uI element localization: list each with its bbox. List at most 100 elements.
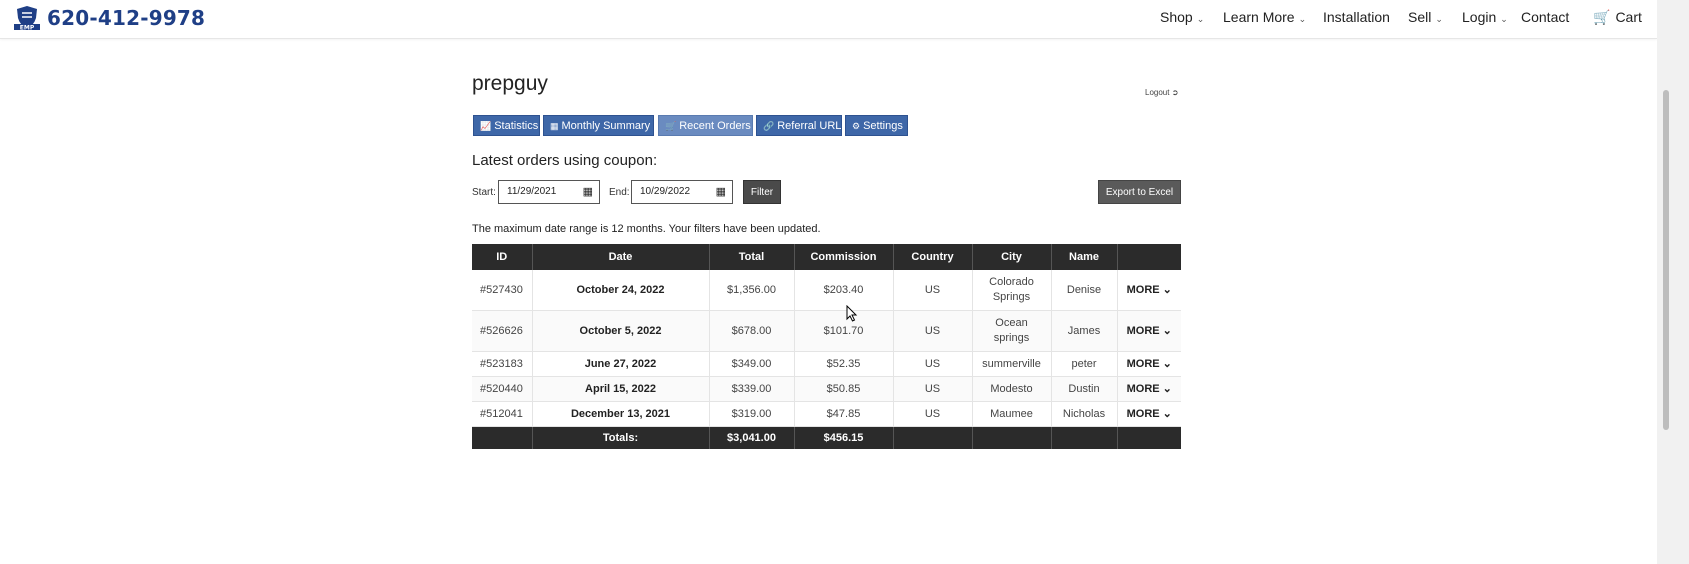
table-row: #526626 October 5, 2022 $678.00 $101.70 … xyxy=(472,310,1181,352)
more-label: MORE xyxy=(1126,283,1160,296)
order-date: October 5, 2022 xyxy=(532,310,710,352)
nav-installation[interactable]: Installation xyxy=(1323,9,1390,25)
nav-contact[interactable]: Contact xyxy=(1521,9,1569,25)
more-button[interactable]: MORE ⌄ xyxy=(1117,310,1181,352)
start-date-input[interactable]: 11/29/2021 ▦ xyxy=(498,180,600,204)
more-label: MORE xyxy=(1126,324,1160,337)
filter-button[interactable]: Filter xyxy=(743,180,781,204)
emp-shield-logo[interactable]: EMP xyxy=(13,5,41,32)
start-date-value: 11/29/2021 xyxy=(507,186,557,197)
totals-spacer xyxy=(972,426,1052,449)
column-header-country: Country xyxy=(893,244,973,270)
order-country: US xyxy=(893,401,973,427)
table-row: #523183 June 27, 2022 $349.00 $52.35 US … xyxy=(472,351,1181,377)
nav-shop[interactable]: Shop ⌄ xyxy=(1160,9,1204,25)
page-title: prepguy xyxy=(472,72,548,95)
order-total: $319.00 xyxy=(709,401,795,427)
chevron-down-icon: ⌄ xyxy=(1162,324,1172,337)
totals-spacer xyxy=(1051,426,1118,449)
order-name: James xyxy=(1051,310,1118,352)
page-scrollbar[interactable] xyxy=(1657,0,1689,564)
chevron-down-icon: ⌄ xyxy=(1162,357,1172,370)
calendar-icon: ▦ xyxy=(550,121,559,131)
nav-installation-label: Installation xyxy=(1323,9,1390,25)
tab-recent-orders-label: Recent Orders xyxy=(679,120,751,132)
cart-icon: 🛒 xyxy=(1593,9,1611,25)
mouse-cursor-icon xyxy=(846,305,858,322)
more-label: MORE xyxy=(1126,382,1160,395)
order-total: $349.00 xyxy=(709,351,795,377)
more-label: MORE xyxy=(1126,407,1160,420)
logout-link[interactable]: Logout ➲ xyxy=(1145,88,1178,97)
scrollbar-thumb[interactable] xyxy=(1663,90,1669,430)
order-id: #520440 xyxy=(472,376,533,402)
end-date-input[interactable]: 10/29/2022 ▦ xyxy=(631,180,733,204)
order-id: #527430 xyxy=(472,270,533,311)
date-range-note: The maximum date range is 12 months. You… xyxy=(472,223,821,235)
nav-shop-label: Shop xyxy=(1160,9,1193,25)
order-country: US xyxy=(893,376,973,402)
more-button[interactable]: MORE ⌄ xyxy=(1117,401,1181,427)
order-date: October 24, 2022 xyxy=(532,270,710,311)
order-city: Ocean springs xyxy=(972,310,1052,352)
totals-row: Totals: $3,041.00 $456.15 xyxy=(472,426,1181,449)
nav-sell-label: Sell xyxy=(1408,9,1432,25)
tab-settings[interactable]: ⚙ Settings xyxy=(845,115,908,136)
calendar-icon[interactable]: ▦ xyxy=(582,186,593,198)
section-title: Latest orders using coupon: xyxy=(472,152,658,169)
nav-login-label: Login xyxy=(1462,9,1497,25)
order-name: Nicholas xyxy=(1051,401,1118,427)
order-name: Dustin xyxy=(1051,376,1118,402)
orders-table: ID Date Total Commission Country City Na… xyxy=(472,244,1181,449)
more-button[interactable]: MORE ⌄ xyxy=(1117,351,1181,377)
nav-learn-more[interactable]: Learn More ⌄ xyxy=(1223,9,1306,25)
svg-text:EMP: EMP xyxy=(20,25,35,32)
calendar-icon[interactable]: ▦ xyxy=(715,186,726,198)
column-header-name: Name xyxy=(1051,244,1118,270)
order-total: $1,356.00 xyxy=(709,270,795,311)
cart-icon: 🛒 xyxy=(665,121,677,131)
order-date: April 15, 2022 xyxy=(532,376,710,402)
tab-recent-orders[interactable]: 🛒 Recent Orders xyxy=(658,115,753,136)
totals-label: Totals: xyxy=(532,426,710,449)
order-city: summerville xyxy=(972,351,1052,377)
column-header-actions xyxy=(1117,244,1181,270)
nav-cart[interactable]: 🛒 Cart xyxy=(1593,9,1642,26)
totals-spacer xyxy=(1117,426,1181,449)
order-city: Modesto xyxy=(972,376,1052,402)
order-commission: $47.85 xyxy=(794,401,894,427)
order-commission: $101.70 xyxy=(794,310,894,352)
order-name: Denise xyxy=(1051,270,1118,311)
order-country: US xyxy=(893,310,973,352)
more-label: MORE xyxy=(1126,357,1160,370)
phone-number[interactable]: 620-412-9978 xyxy=(47,6,206,30)
chevron-down-icon: ⌄ xyxy=(1196,14,1205,24)
export-excel-button[interactable]: Export to Excel xyxy=(1098,180,1181,204)
order-date: June 27, 2022 xyxy=(532,351,710,377)
order-country: US xyxy=(893,351,973,377)
order-commission: $52.35 xyxy=(794,351,894,377)
order-id: #526626 xyxy=(472,310,533,352)
nav-sell[interactable]: Sell ⌄ xyxy=(1408,9,1443,25)
line-chart-icon: 📈 xyxy=(480,121,492,131)
totals-total: $3,041.00 xyxy=(709,426,795,449)
order-city: Colorado Springs xyxy=(972,270,1052,311)
column-header-city: City xyxy=(972,244,1052,270)
order-commission: $50.85 xyxy=(794,376,894,402)
chevron-down-icon: ⌄ xyxy=(1162,283,1172,296)
chevron-down-icon: ⌄ xyxy=(1162,407,1172,420)
tab-settings-label: Settings xyxy=(863,120,903,132)
nav-login[interactable]: Login ⌄ xyxy=(1462,9,1508,25)
order-country: US xyxy=(893,270,973,311)
order-city: Maumee xyxy=(972,401,1052,427)
more-button[interactable]: MORE ⌄ xyxy=(1117,376,1181,402)
column-header-date: Date xyxy=(532,244,710,270)
more-button[interactable]: MORE ⌄ xyxy=(1117,270,1181,311)
chevron-down-icon: ⌄ xyxy=(1162,382,1172,395)
tab-monthly-summary[interactable]: ▦ Monthly Summary xyxy=(543,115,654,136)
tab-statistics-label: Statistics xyxy=(494,120,539,132)
totals-commission: $456.15 xyxy=(794,426,894,449)
tab-statistics[interactable]: 📈 Statistics xyxy=(473,115,540,136)
tab-referral-url-label: Referral URL xyxy=(777,120,842,132)
tab-referral-url[interactable]: 🔗 Referral URL xyxy=(756,115,842,136)
